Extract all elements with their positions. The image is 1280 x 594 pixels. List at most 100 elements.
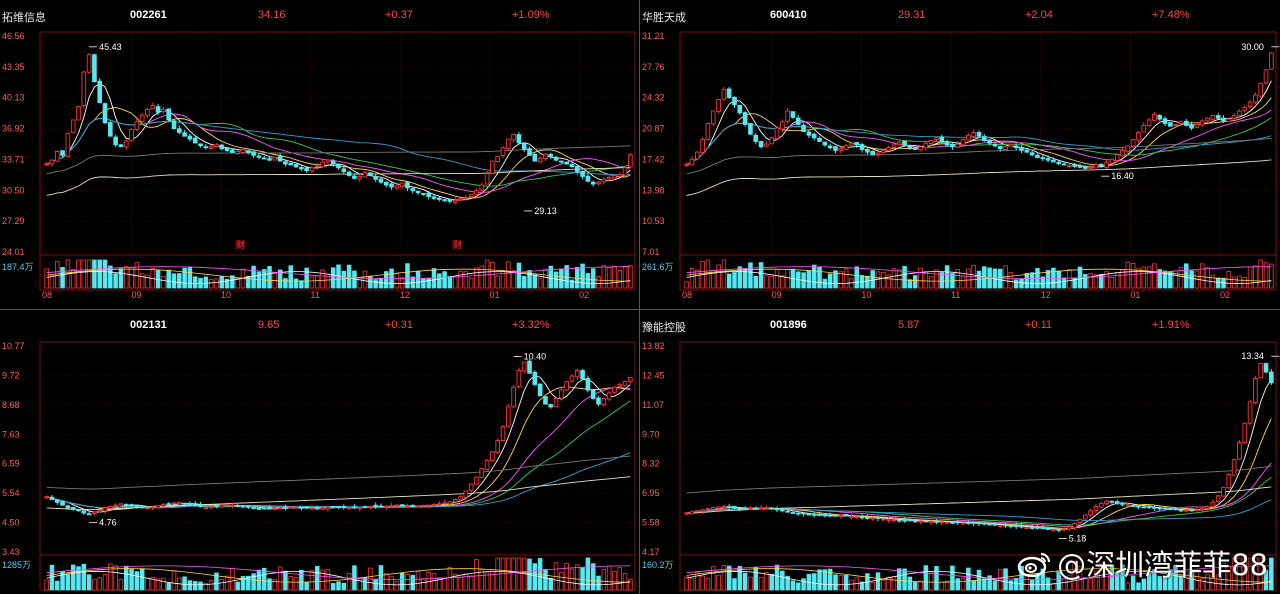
volume-bar xyxy=(553,271,559,289)
candle-up xyxy=(1067,526,1072,530)
volume-bar xyxy=(1162,577,1168,591)
candle-up xyxy=(1003,146,1008,150)
candle-down xyxy=(907,519,913,522)
candle-up xyxy=(1072,523,1077,529)
candle-up xyxy=(891,519,897,522)
volume-bar xyxy=(113,565,118,591)
stock-name[interactable]: 华胜天成 xyxy=(642,12,686,24)
volume-bar xyxy=(617,270,622,289)
volume-bar xyxy=(373,279,378,289)
volume-bar xyxy=(537,277,543,289)
volume-bar xyxy=(1237,275,1242,289)
volume-bar xyxy=(81,259,87,289)
volume-bar xyxy=(224,278,230,289)
candle-up xyxy=(1205,117,1210,122)
candle-down xyxy=(1003,524,1008,527)
volume-bar xyxy=(92,259,97,289)
volume-ma-line xyxy=(46,266,631,280)
candle-down xyxy=(1168,507,1173,510)
volume-bar xyxy=(521,276,527,289)
volume-bar xyxy=(955,268,960,289)
volume-bar xyxy=(1263,569,1269,591)
candle-up xyxy=(849,515,854,518)
y-tick-label: 13.82 xyxy=(642,341,665,351)
kline-chart[interactable]: 10.77 9.72 8.68 7.63 6.59 5.54 4.50 3.43 1285万 10… xyxy=(0,310,639,594)
candle-down xyxy=(580,170,585,177)
candle-down xyxy=(1056,161,1062,165)
volume-bar xyxy=(843,268,849,289)
volume-bar xyxy=(1029,580,1035,591)
volume-bar xyxy=(1215,574,1221,591)
candle-down xyxy=(992,143,998,147)
y-tick-label: 24.32 xyxy=(642,93,665,103)
volume-bar xyxy=(426,277,431,289)
volume-bar xyxy=(65,574,71,591)
volume-bar xyxy=(458,270,463,289)
volume-bar xyxy=(389,576,394,591)
stock-pct: +1.09% xyxy=(512,9,550,21)
candle-down xyxy=(859,144,865,150)
volume-bar xyxy=(1098,562,1104,591)
candle-down xyxy=(299,506,304,509)
volume-ma-line xyxy=(46,271,631,284)
x-tick-label: 08 xyxy=(42,290,52,300)
candle-up xyxy=(1120,149,1125,157)
candle-down xyxy=(843,514,849,517)
kline-chart[interactable]: 46.56 43.35 40.13 36.92 33.71 30.50 27.29 24.01… xyxy=(0,0,639,309)
candle-up xyxy=(463,490,469,498)
volume-bar xyxy=(283,570,288,591)
kline-chart[interactable]: 31.21 27.76 24.32 20.87 17.42 13.98 10.53 7.01 0… xyxy=(640,0,1280,309)
candle-down xyxy=(235,505,240,507)
candle-down xyxy=(742,112,748,125)
candle-down xyxy=(1120,502,1125,505)
candle-down xyxy=(1109,500,1115,503)
volume-bar xyxy=(950,565,955,591)
candle-down xyxy=(182,132,187,137)
candle-down xyxy=(410,188,416,192)
volume-bar xyxy=(415,270,421,289)
ma-line-5 xyxy=(686,379,1272,530)
candle-down xyxy=(362,506,368,509)
volume-bar xyxy=(684,576,689,591)
candle-up xyxy=(505,138,511,150)
candle-up xyxy=(574,369,580,378)
volume-bar xyxy=(1003,568,1008,591)
volume-bar xyxy=(139,273,145,289)
volume-bar xyxy=(817,569,822,591)
kline-chart[interactable]: 13.82 12.45 11.07 9.70 8.32 6.95 5.58 4.17 160.2… xyxy=(640,310,1280,594)
candle-down xyxy=(1157,115,1163,120)
volume-bar xyxy=(806,270,812,289)
stock-name[interactable]: 拓维信息 xyxy=(2,12,46,24)
volume-bar xyxy=(700,575,705,591)
volume-bar xyxy=(166,582,171,591)
volume-bar xyxy=(102,259,108,289)
candle-down xyxy=(267,158,272,161)
y-tick-label: 36.92 xyxy=(2,124,25,134)
volume-bar xyxy=(447,276,453,289)
volume-bar xyxy=(758,576,764,591)
candle-down xyxy=(854,142,860,146)
volume-bar xyxy=(1093,570,1099,591)
candle-down xyxy=(373,504,378,507)
volume-bar xyxy=(97,259,102,289)
candle-up xyxy=(1247,401,1253,424)
ma-line-120 xyxy=(686,486,1272,515)
volume-bar xyxy=(939,581,945,591)
stock-name[interactable]: 豫能控股 xyxy=(642,322,686,334)
candle-down xyxy=(543,396,548,405)
candle-down xyxy=(785,510,790,513)
candle-up xyxy=(769,137,775,145)
volume-bar xyxy=(336,581,341,591)
volume-ma-line xyxy=(686,570,1272,586)
volume-bar xyxy=(1263,262,1269,289)
panel-header: 华胜天成 600410 29.31 +2.04 +7.48% xyxy=(640,0,1280,30)
candle-up xyxy=(569,375,575,382)
candle-down xyxy=(1045,528,1051,530)
volume-bar xyxy=(315,275,320,289)
volume-bar xyxy=(886,274,891,289)
candle-up xyxy=(1114,154,1120,161)
x-tick-label: 02 xyxy=(579,290,589,300)
candle-down xyxy=(1045,158,1051,161)
volume-bar xyxy=(548,577,554,591)
candle-up xyxy=(421,504,426,507)
